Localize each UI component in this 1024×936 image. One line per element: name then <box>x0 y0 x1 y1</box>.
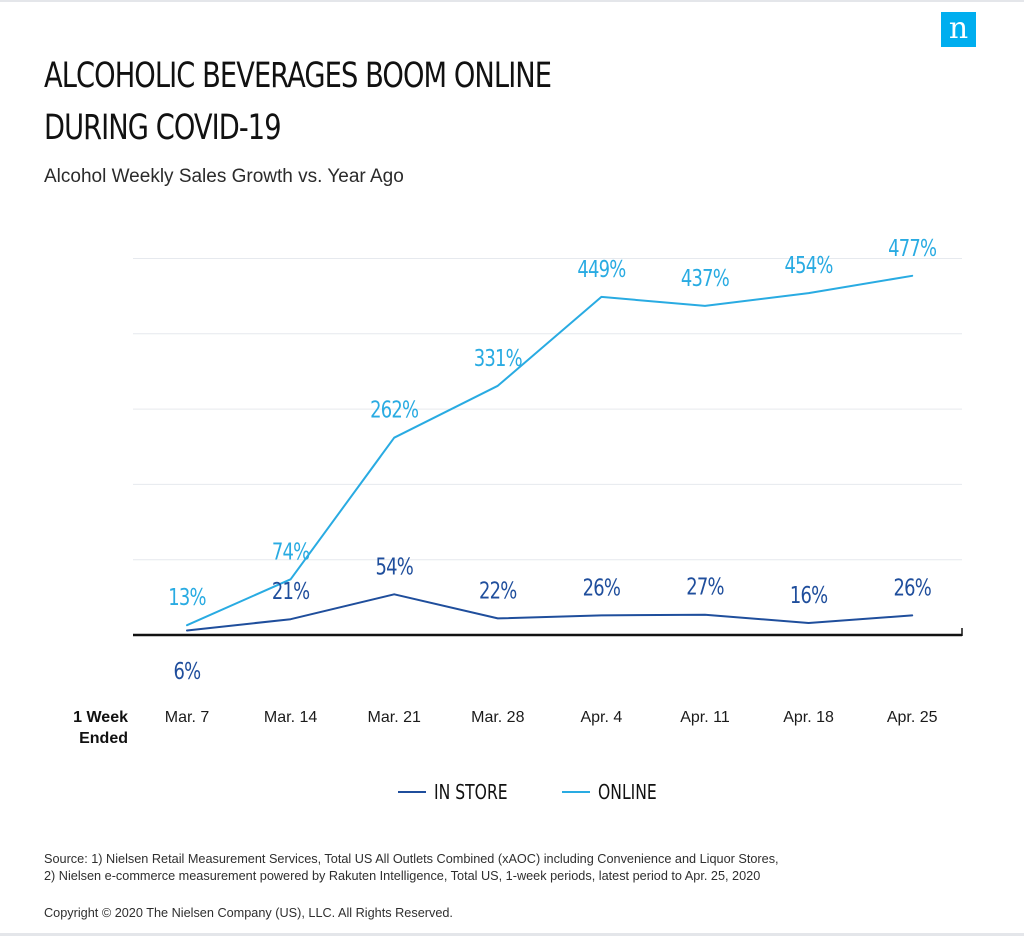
data-labels: 6% 21% 54% 22% 26% 27% 16% 26% 13% 74% 262% 331% 449… <box>168 235 937 685</box>
data-label-in-store-7: 26% <box>893 574 931 601</box>
x-tick-label-0: Mar. 7 <box>165 709 210 726</box>
data-label-online-2: 262% <box>370 397 418 424</box>
x-tick-label-7: Apr. 25 <box>887 709 938 726</box>
data-label-in-store-0: 6% <box>174 658 201 685</box>
legend-item-online: ONLINE <box>562 780 673 804</box>
bottom-divider <box>0 933 1024 936</box>
legend-swatch-online <box>562 791 591 793</box>
series-line-in-store <box>186 593 914 632</box>
title-line-1: ALCOHOLIC BEVERAGES BOOM ONLINE <box>44 56 552 96</box>
data-label-online-4: 449% <box>577 256 625 283</box>
x-tick-label-4: Apr. 4 <box>580 709 622 726</box>
title-line-2: DURING COVID-19 <box>44 108 282 148</box>
legend: IN STORE ONLINE <box>398 778 708 806</box>
gridlines <box>133 258 962 561</box>
nielsen-logo: n <box>941 12 976 47</box>
data-label-in-store-3: 22% <box>479 577 517 604</box>
x-tick-labels: Mar. 7 Mar. 14 Mar. 21 Mar. 28 Apr. 4 Apr. 11… <box>165 709 938 726</box>
x-axis-title-line-2: Ended <box>79 730 128 747</box>
x-tick-label-6: Apr. 18 <box>783 709 834 726</box>
x-tick-label-1: Mar. 14 <box>264 709 317 726</box>
data-label-online-7: 477% <box>888 235 936 262</box>
chart-title: ALCOHOLIC BEVERAGES BOOM ONLINE DURING C… <box>44 50 552 154</box>
source-line-2: 2) Nielsen e-commerce measurement powere… <box>44 869 761 883</box>
series-line-online <box>186 274 914 627</box>
data-label-in-store-5: 27% <box>686 574 724 601</box>
data-label-in-store-6: 16% <box>790 582 828 609</box>
chart-subtitle: Alcohol Weekly Sales Growth vs. Year Ago <box>44 166 404 187</box>
data-label-online-0: 13% <box>168 584 206 611</box>
x-axis-title-line-1: 1 Week <box>73 709 128 726</box>
data-label-in-store-2: 54% <box>375 553 413 580</box>
legend-swatch-in-store <box>398 791 426 793</box>
x-tick-label-3: Mar. 28 <box>471 709 524 726</box>
legend-label-in-store: IN STORE <box>434 780 508 804</box>
data-label-online-1: 74% <box>272 538 310 565</box>
series-lines <box>186 274 914 632</box>
source-line-1: Source: 1) Nielsen Retail Measurement Se… <box>44 852 779 866</box>
x-tick-label-5: Apr. 11 <box>680 709 730 726</box>
source-note: Source: 1) Nielsen Retail Measurement Se… <box>44 851 779 885</box>
copyright-note: Copyright © 2020 The Nielsen Company (US… <box>44 906 453 920</box>
legend-label-online: ONLINE <box>598 780 658 804</box>
legend-item-in-store: IN STORE <box>398 780 528 804</box>
top-divider <box>0 0 1024 2</box>
data-label-online-5: 437% <box>681 265 729 292</box>
data-label-online-3: 331% <box>474 345 522 372</box>
line-chart: 6% 21% 54% 22% 26% 27% 16% 26% 13% 74% 262% 331% 449… <box>73 235 963 747</box>
x-tick-label-2: Mar. 21 <box>368 709 421 726</box>
data-label-in-store-4: 26% <box>583 574 621 601</box>
data-label-online-6: 454% <box>785 252 833 279</box>
data-label-in-store-1: 21% <box>272 578 310 605</box>
